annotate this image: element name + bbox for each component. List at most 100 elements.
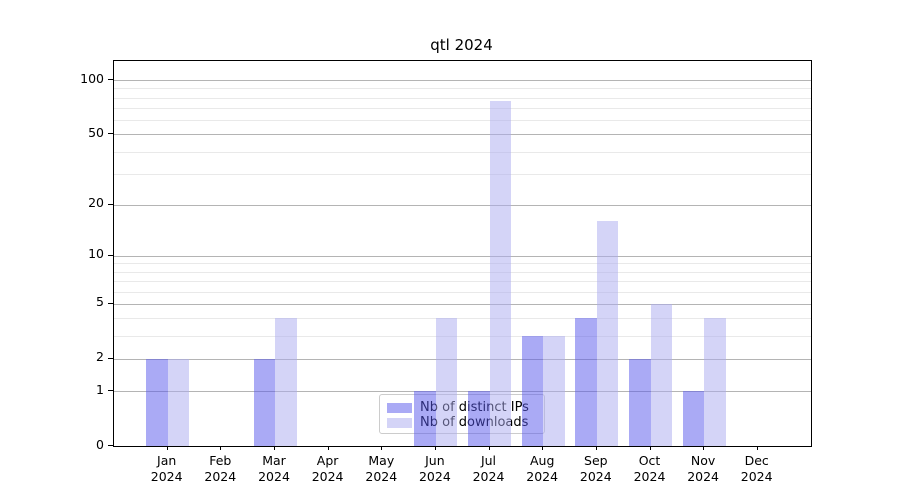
x-tick-year: 2024 (579, 468, 612, 484)
x-tick-mark (327, 446, 329, 450)
x-tick-label: Nov 2024 (673, 453, 733, 484)
y-tick-mark (108, 133, 113, 135)
bar-distinct-ips (575, 318, 597, 446)
y-tick-mark (108, 302, 113, 304)
x-tick-year: 2024 (258, 468, 290, 484)
y-tick-mark (108, 357, 113, 359)
gridline-minor (114, 336, 811, 338)
x-tick-month: Jun (425, 453, 445, 468)
x-tick-year: 2024 (204, 468, 237, 484)
x-tick-label: Oct 2024 (620, 453, 680, 484)
x-tick-mark (166, 446, 168, 450)
gridline-minor (114, 108, 811, 109)
x-tick-month: Apr (316, 453, 339, 468)
bar-downloads (167, 358, 190, 446)
bar-downloads (704, 318, 726, 446)
x-tick-mark (434, 446, 436, 450)
bar-downloads (543, 336, 565, 446)
bar-downloads (596, 221, 619, 446)
gridline-major (114, 391, 811, 392)
x-tick-label: Dec 2024 (727, 453, 787, 484)
gridline-minor (114, 120, 811, 121)
x-tick-label: Jul 2024 (459, 453, 519, 484)
y-tick-label: 0 (96, 436, 104, 452)
x-tick-month: Nov (690, 453, 716, 468)
legend-swatch-distinct-ips (387, 402, 412, 413)
plot-area: Nb of distinct IPs Nb of downloads (113, 60, 812, 447)
x-tick-year: 2024 (311, 468, 344, 484)
x-tick-label: Aug 2024 (512, 453, 572, 484)
y-tick-label: 2 (96, 349, 104, 365)
gridline-minor (114, 88, 811, 90)
x-tick-month: Feb (209, 453, 232, 468)
x-tick-month: Aug (529, 453, 555, 468)
bar-distinct-ips (682, 391, 705, 446)
legend: Nb of distinct IPs Nb of downloads (379, 394, 545, 434)
x-tick-month: Dec (744, 453, 769, 468)
x-tick-month: Sep (584, 453, 608, 468)
y-tick-mark (108, 390, 113, 391)
gridline-major (114, 358, 811, 360)
x-tick-mark (542, 446, 544, 450)
x-tick-year: 2024 (740, 468, 773, 484)
x-tick-label: Sep 2024 (566, 453, 626, 484)
x-tick-year: 2024 (472, 468, 505, 484)
x-tick-label: Mar 2024 (244, 453, 304, 484)
y-tick-mark (108, 254, 113, 256)
y-tick-label: 50 (88, 124, 104, 140)
gridline-major (114, 134, 811, 136)
bar-distinct-ips (629, 358, 651, 446)
gridline-minor (114, 151, 811, 153)
x-tick-month: Oct (638, 453, 661, 468)
bar-distinct-ips (468, 391, 490, 446)
x-tick-mark (703, 446, 705, 450)
gridline-major (114, 80, 811, 81)
y-tick-label: 100 (80, 70, 104, 86)
bar-downloads (435, 318, 458, 446)
legend-swatch-downloads (387, 417, 412, 428)
x-tick-label: Jun 2024 (405, 453, 465, 484)
x-tick-month: Jan (157, 453, 177, 468)
x-tick-month: Mar (262, 453, 286, 468)
x-tick-mark (381, 446, 383, 450)
bar-downloads (650, 303, 672, 446)
x-tick-mark (274, 446, 275, 450)
x-tick-label: Jan 2024 (137, 453, 197, 484)
gridline-major (114, 303, 811, 305)
gridline-minor (114, 263, 811, 265)
y-tick-label: 5 (96, 294, 104, 310)
legend-entry-downloads: Nb of downloads (387, 415, 536, 430)
bar-downloads (489, 100, 511, 446)
bar-distinct-ips (253, 358, 275, 446)
bar-downloads (275, 318, 297, 446)
x-tick-year: 2024 (418, 468, 451, 484)
x-tick-month: May (368, 453, 395, 468)
gridline-minor (114, 97, 811, 99)
legend-entry-distinct-ips: Nb of distinct IPs (387, 400, 536, 415)
gridline-major (114, 255, 811, 257)
x-tick-label: May 2024 (351, 453, 411, 484)
x-tick-year: 2024 (365, 468, 398, 484)
y-tick-label: 20 (88, 195, 104, 211)
x-tick-month: Jul (480, 453, 497, 468)
y-tick-mark (108, 203, 113, 205)
x-tick-label: Feb 2024 (190, 453, 250, 484)
bar-distinct-ips (414, 391, 436, 446)
gridline-minor (114, 281, 811, 283)
y-tick-mark (108, 79, 113, 80)
y-tick-mark (108, 445, 113, 446)
bar-distinct-ips (521, 336, 544, 446)
gridline-major (114, 204, 811, 206)
x-tick-year: 2024 (687, 468, 719, 484)
x-tick-year: 2024 (633, 468, 666, 484)
x-tick-mark (488, 446, 490, 450)
gridline-minor (114, 173, 811, 175)
gridline-minor (114, 291, 811, 293)
x-tick-mark (756, 446, 758, 450)
x-tick-label: Apr 2024 (298, 453, 358, 484)
x-tick-year: 2024 (150, 468, 183, 484)
chart-title: qtl 2024 (430, 36, 493, 54)
y-tick-label: 1 (96, 381, 104, 397)
gridline-minor (114, 271, 811, 273)
